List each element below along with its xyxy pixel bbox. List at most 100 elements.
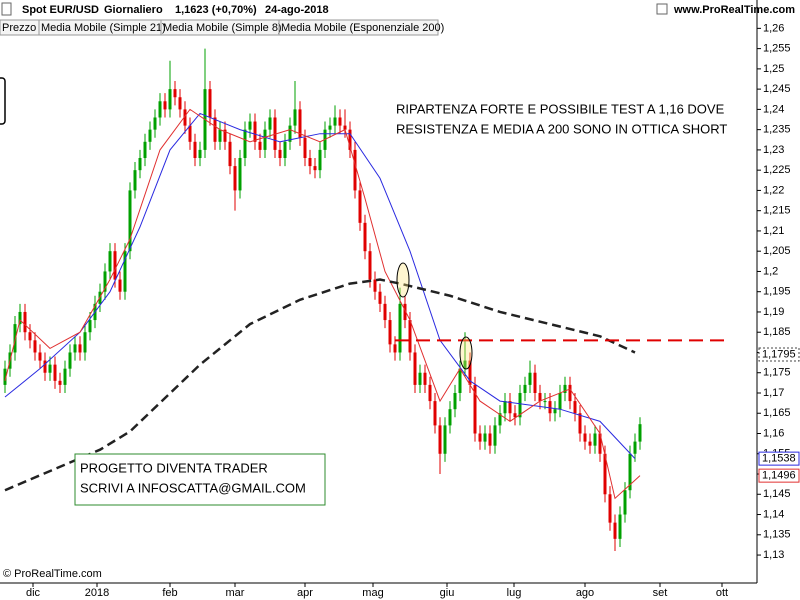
x-tick-label: set [653, 587, 668, 599]
candle-body [488, 433, 492, 446]
y-tick-label: 1,165 [763, 407, 791, 419]
candle-body [398, 303, 402, 353]
x-tick-label: ott [716, 587, 728, 599]
y-tick-label: 1,185 [763, 326, 791, 338]
candle-body [68, 352, 72, 369]
candle-body [258, 141, 262, 150]
candle-body [298, 109, 302, 138]
candle-body [78, 344, 82, 353]
candle-body [213, 117, 217, 142]
candle-body [28, 332, 32, 341]
legend-item: Prezzo [2, 22, 36, 34]
candle-body [103, 271, 107, 292]
plot-area [3, 48, 728, 551]
candle-body [528, 372, 532, 385]
candle-body [433, 401, 437, 426]
y-tick-label: 1,205 [763, 245, 791, 257]
candle-body [23, 311, 27, 333]
y-tick-label: 1,235 [763, 124, 791, 136]
moving-average [4, 278, 636, 492]
candle-body [268, 117, 272, 130]
candle-body [303, 137, 307, 159]
legend-item: Media Mobile (Esponenziale 200) [281, 22, 444, 34]
candle-body [543, 401, 547, 403]
y-tick-label: 1,22 [763, 184, 784, 196]
y-tick-label: 1,17 [763, 387, 784, 399]
y-tick-label: 1,24 [763, 103, 784, 115]
highlight [459, 336, 473, 370]
candle-body [468, 360, 472, 385]
candle-body [143, 141, 147, 159]
candle-body [168, 89, 172, 110]
candle-body [593, 433, 597, 446]
y-tick-label: 1,255 [763, 43, 791, 55]
candle-body [238, 158, 242, 191]
candle-body [233, 166, 237, 191]
candle-body [243, 129, 247, 159]
candle-body [458, 368, 462, 393]
candle-body [548, 401, 552, 414]
candle-body [518, 392, 522, 418]
candle-body [193, 141, 197, 159]
candle-body [108, 251, 112, 272]
legend-item: Media Mobile (Simple 21) [41, 22, 166, 34]
candle-body [128, 190, 132, 252]
candle-body [418, 372, 422, 385]
candle-body [118, 279, 122, 292]
candle-body [63, 368, 67, 385]
candle-body [413, 352, 417, 385]
candle-body [363, 222, 367, 252]
candle-body [223, 129, 227, 142]
candle-body [368, 251, 372, 280]
y-tick-label: 1,21 [763, 225, 784, 237]
candle-body [228, 141, 232, 167]
frame-mark [0, 77, 6, 125]
x-tick-label: ago [576, 587, 594, 599]
x-tick-label: apr [297, 587, 313, 599]
candle-body [183, 109, 187, 126]
candle-body [498, 413, 502, 426]
candle-body [173, 89, 177, 98]
candle-body [53, 364, 57, 381]
icon[interactable] [1, 2, 12, 16]
candle-body [188, 125, 192, 142]
annotation: SCRIVI A INFOSCATTA@GMAIL.COM [80, 480, 306, 495]
candle-body [278, 149, 282, 159]
candle-body [493, 425, 497, 446]
candle-body [503, 401, 507, 414]
icon[interactable] [656, 3, 668, 15]
candle-body [328, 125, 332, 130]
axes: 1,261,2551,251,2451,241,2351,231,2251,22… [26, 22, 800, 599]
candle-body [453, 392, 457, 410]
y-tick-label: 1,195 [763, 286, 791, 298]
candle-body [358, 190, 362, 223]
highlight [396, 262, 410, 298]
candle-body [308, 158, 312, 167]
legend: Prezzo Media Mobile (Simple 21) Media Mo… [0, 19, 444, 36]
candle-body [588, 441, 592, 446]
candle-body [3, 368, 7, 385]
candle-body [573, 401, 577, 414]
candle-body [38, 352, 42, 361]
candle-body [613, 522, 617, 539]
candle-body [618, 514, 622, 539]
candle-body [473, 384, 477, 434]
candle-body [598, 433, 602, 454]
annotation: RESISTENZA E MEDIA A 200 SONO IN OTTICA … [396, 121, 727, 136]
candle-body [283, 141, 287, 159]
symbol: Spot EUR/USD [22, 4, 99, 16]
candle-body [443, 425, 447, 454]
candle-body [313, 166, 317, 171]
x-tick-label: giu [440, 587, 455, 599]
candle-body [583, 433, 587, 442]
x-tick-label: lug [507, 587, 522, 599]
candle-body [58, 380, 62, 385]
candle-body [138, 158, 142, 171]
y-tick-label: 1,13 [763, 549, 784, 561]
candle-body [133, 170, 137, 191]
candle-body [198, 149, 202, 159]
candle-body [163, 101, 167, 110]
x-tick-label: mar [226, 587, 245, 599]
candle-body [218, 129, 222, 142]
candle-body [538, 392, 542, 402]
